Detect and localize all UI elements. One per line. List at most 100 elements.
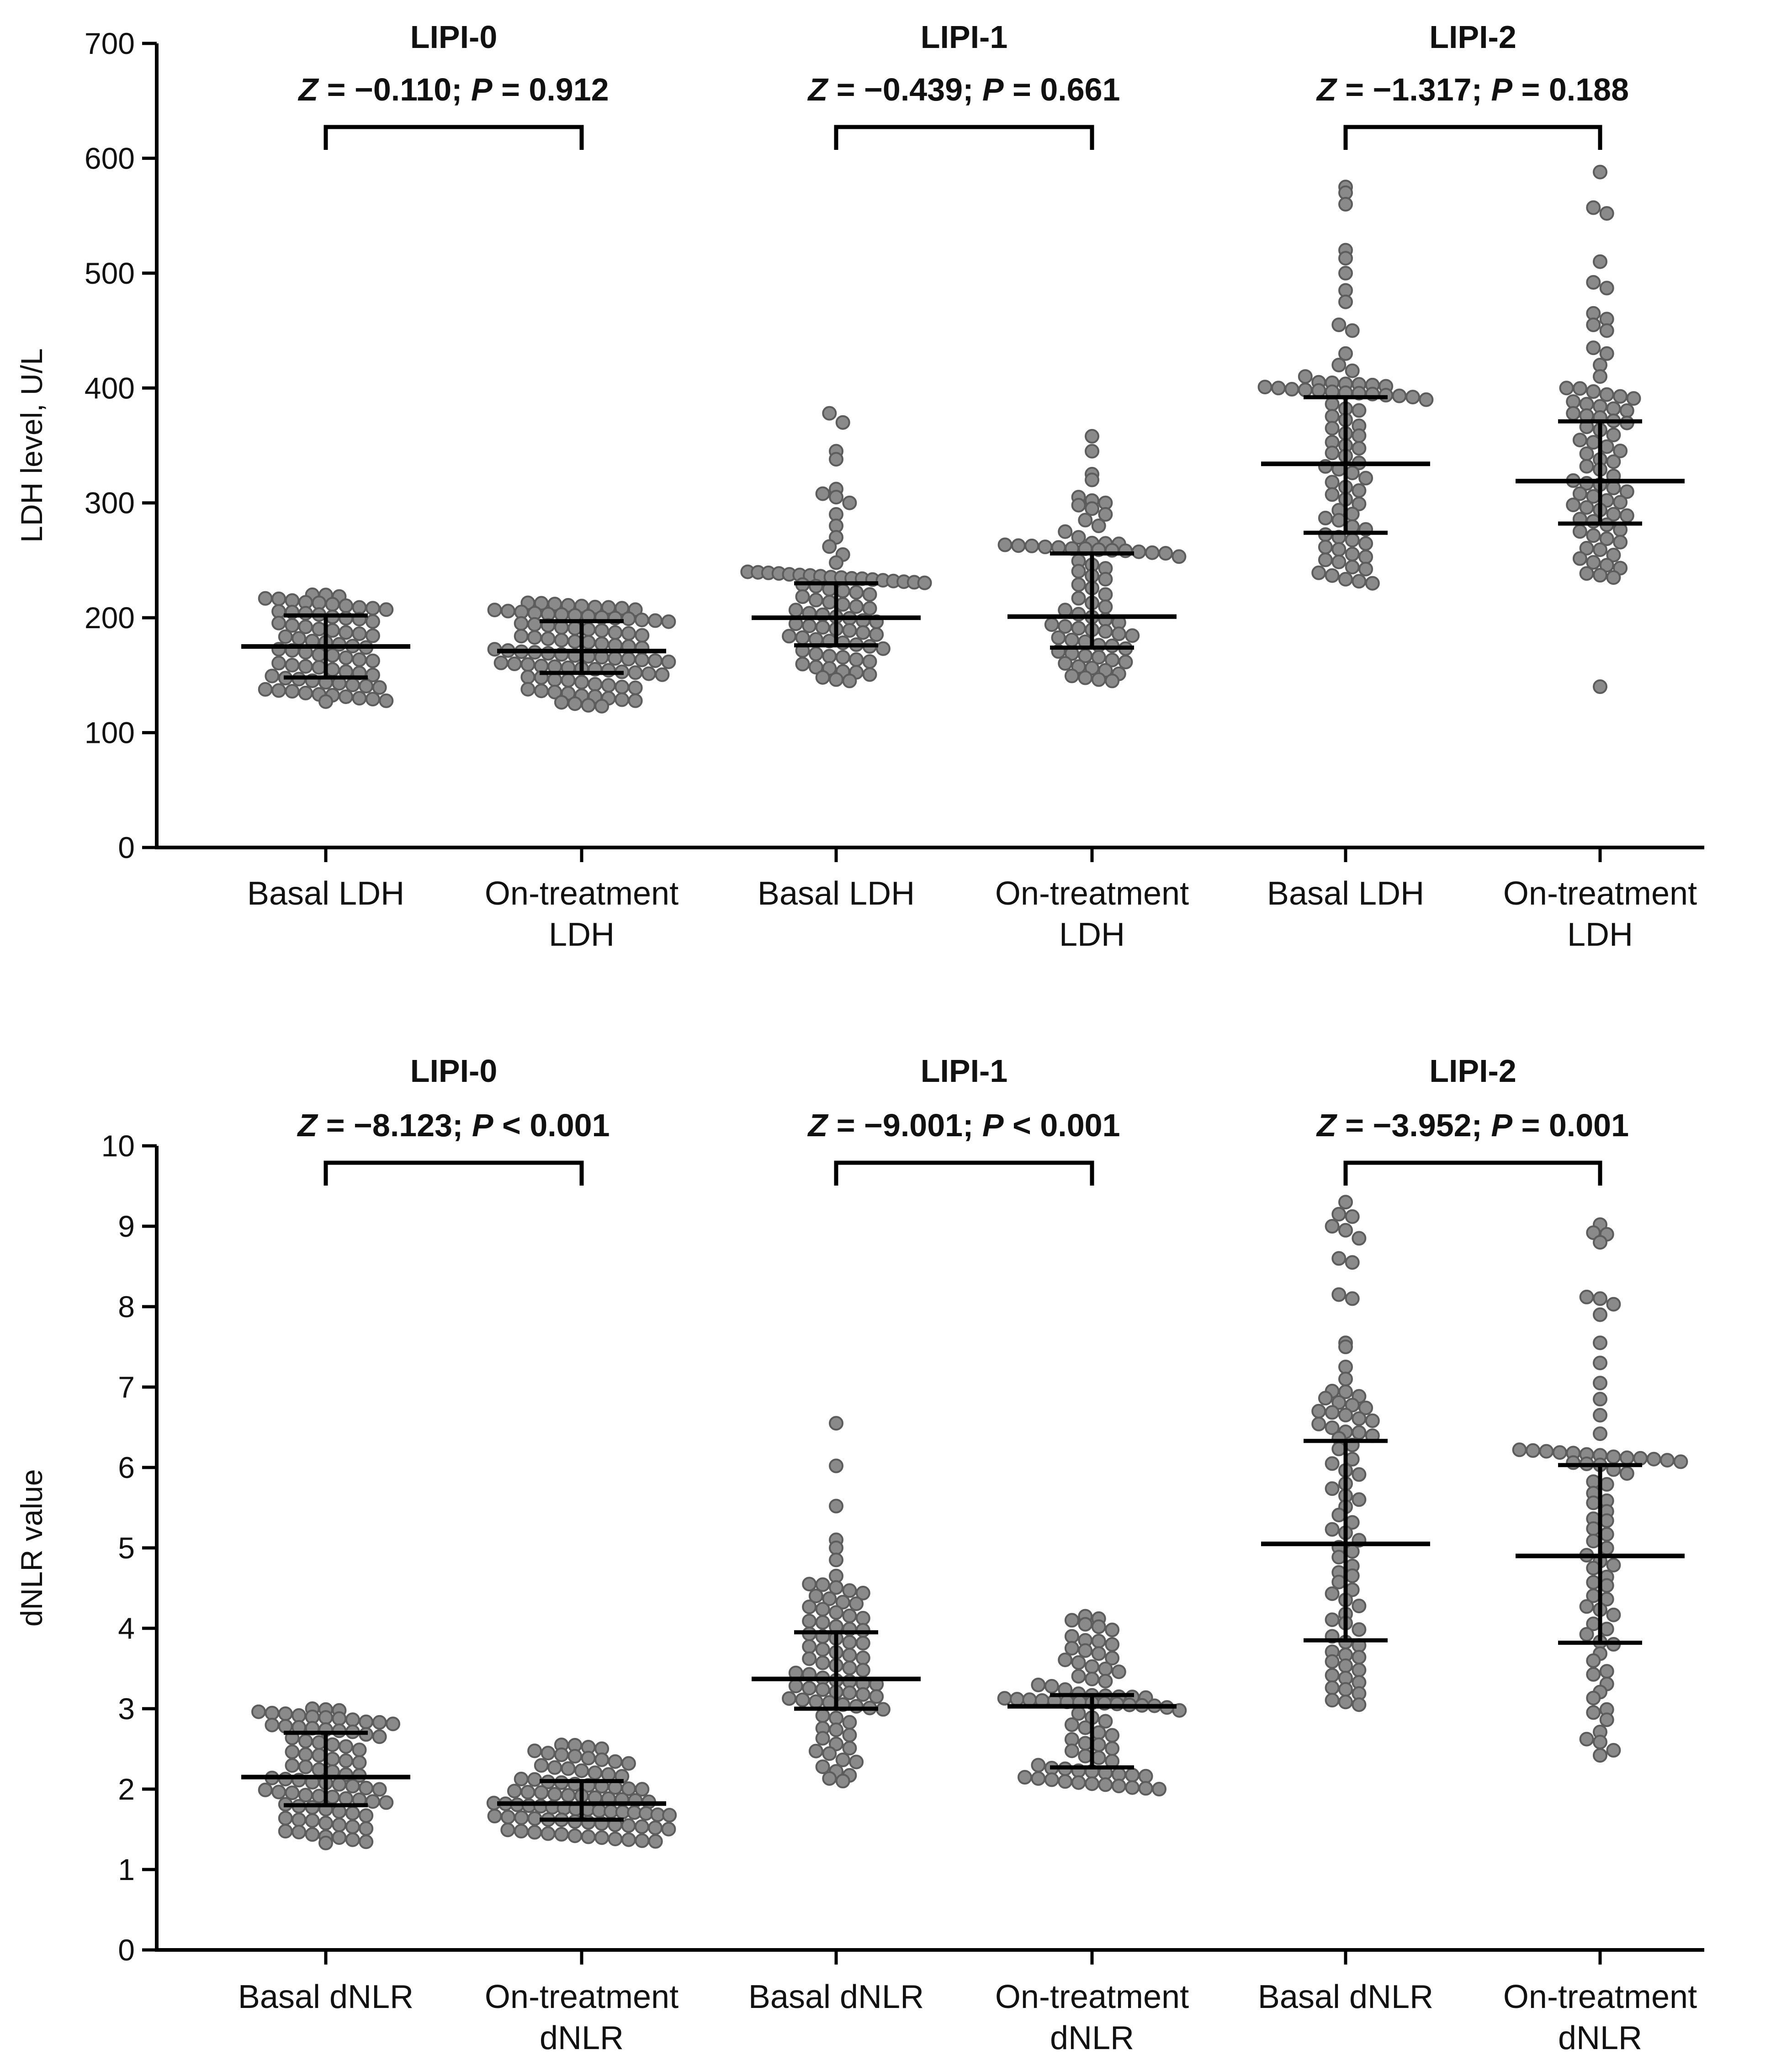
data-point bbox=[339, 689, 354, 704]
data-point bbox=[1352, 1663, 1367, 1678]
y-tick-label: 9 bbox=[118, 1209, 135, 1243]
data-point bbox=[1352, 1467, 1367, 1482]
data-point bbox=[1071, 564, 1086, 579]
data-point bbox=[1338, 251, 1353, 266]
data-point bbox=[1593, 1376, 1607, 1391]
data-point bbox=[1098, 599, 1113, 614]
data-point bbox=[365, 601, 380, 616]
data-point bbox=[1311, 383, 1326, 398]
data-point bbox=[1325, 1481, 1340, 1496]
data-point bbox=[345, 1779, 360, 1794]
data-point bbox=[1044, 1679, 1059, 1694]
data-point bbox=[1078, 670, 1093, 685]
data-point bbox=[1091, 1737, 1106, 1752]
data-point bbox=[305, 1813, 320, 1828]
data-point bbox=[869, 1689, 884, 1704]
data-point bbox=[1064, 1743, 1079, 1758]
data-point bbox=[271, 1785, 286, 1800]
data-point bbox=[1619, 403, 1634, 418]
data-point bbox=[849, 1596, 864, 1611]
category-label: Basal dNLR bbox=[748, 1979, 924, 2015]
data-point bbox=[520, 657, 535, 672]
data-point bbox=[1586, 200, 1601, 215]
data-point bbox=[829, 672, 843, 687]
data-point bbox=[822, 539, 837, 554]
category-label: Basal LDH bbox=[1267, 875, 1424, 912]
data-point bbox=[829, 1737, 843, 1752]
data-point bbox=[997, 1691, 1012, 1706]
y-axis-title: dNLR value bbox=[15, 1469, 48, 1627]
data-point bbox=[541, 1746, 556, 1761]
data-point bbox=[1619, 1450, 1634, 1465]
data-point bbox=[1331, 1550, 1347, 1565]
data-point bbox=[312, 1748, 327, 1763]
data-point bbox=[514, 1824, 529, 1838]
data-point bbox=[574, 675, 589, 690]
data-point bbox=[1572, 551, 1587, 566]
data-point bbox=[1352, 497, 1367, 511]
data-point bbox=[1579, 566, 1594, 581]
category-label: dNLR bbox=[1050, 2020, 1134, 2056]
data-point bbox=[594, 699, 610, 714]
data-point bbox=[298, 620, 313, 634]
data-point bbox=[1566, 406, 1581, 421]
data-point bbox=[312, 1762, 327, 1777]
data-point bbox=[1071, 1775, 1086, 1790]
data-point bbox=[581, 622, 596, 637]
comparison-bracket bbox=[834, 1160, 1094, 1186]
y-tick-label: 300 bbox=[85, 486, 135, 520]
data-point bbox=[815, 1577, 830, 1592]
data-point bbox=[835, 1753, 850, 1767]
data-point bbox=[1599, 531, 1614, 546]
dnlr-labels: dNLR value Basal dNLR On-treatment dNLR Basa… bbox=[15, 1053, 1697, 2056]
data-point bbox=[1064, 668, 1079, 683]
data-point bbox=[318, 1835, 333, 1850]
data-point bbox=[1131, 544, 1146, 559]
data-point bbox=[1098, 1661, 1113, 1676]
data-point bbox=[835, 650, 850, 665]
data-point bbox=[1606, 1449, 1621, 1464]
data-point bbox=[588, 677, 603, 692]
comparison-bracket bbox=[1343, 125, 1602, 150]
y-tick-label: 0 bbox=[118, 1933, 135, 1967]
data-point bbox=[855, 1687, 870, 1702]
data-point bbox=[634, 1819, 649, 1834]
data-point bbox=[1593, 542, 1607, 557]
data-point bbox=[1311, 1404, 1326, 1419]
data-point bbox=[601, 678, 616, 693]
data-point bbox=[359, 1821, 374, 1836]
data-point bbox=[1352, 574, 1367, 589]
data-point bbox=[1031, 1771, 1046, 1786]
data-point bbox=[862, 667, 877, 682]
data-point bbox=[1018, 1770, 1032, 1785]
data-point bbox=[1619, 484, 1634, 499]
data-point bbox=[1338, 1223, 1353, 1238]
data-point bbox=[855, 1663, 870, 1678]
data-point bbox=[635, 1782, 650, 1797]
data-point bbox=[1626, 391, 1641, 406]
data-point bbox=[527, 1772, 542, 1787]
data-point bbox=[1325, 397, 1340, 412]
group-title: LIPI-0 bbox=[410, 1053, 498, 1089]
data-point bbox=[1064, 1629, 1079, 1644]
category-label: dNLR bbox=[540, 2020, 624, 2056]
data-point bbox=[1338, 1340, 1353, 1354]
data-point bbox=[312, 1735, 327, 1750]
data-point bbox=[835, 583, 850, 599]
data-point bbox=[1606, 1743, 1621, 1758]
data-point bbox=[1105, 1622, 1120, 1637]
data-point bbox=[352, 652, 367, 667]
data-point bbox=[581, 635, 596, 650]
data-point bbox=[842, 1647, 857, 1663]
data-point bbox=[1125, 628, 1140, 643]
data-point bbox=[1111, 1664, 1126, 1679]
data-point bbox=[547, 1787, 562, 1802]
data-point bbox=[829, 1580, 843, 1595]
data-point bbox=[661, 1822, 676, 1837]
data-point bbox=[1331, 1441, 1347, 1457]
data-point bbox=[822, 1771, 837, 1786]
data-point bbox=[1331, 1207, 1347, 1222]
comparison-bracket bbox=[323, 125, 584, 150]
data-point bbox=[1098, 1777, 1113, 1792]
data-point bbox=[1352, 1231, 1367, 1246]
